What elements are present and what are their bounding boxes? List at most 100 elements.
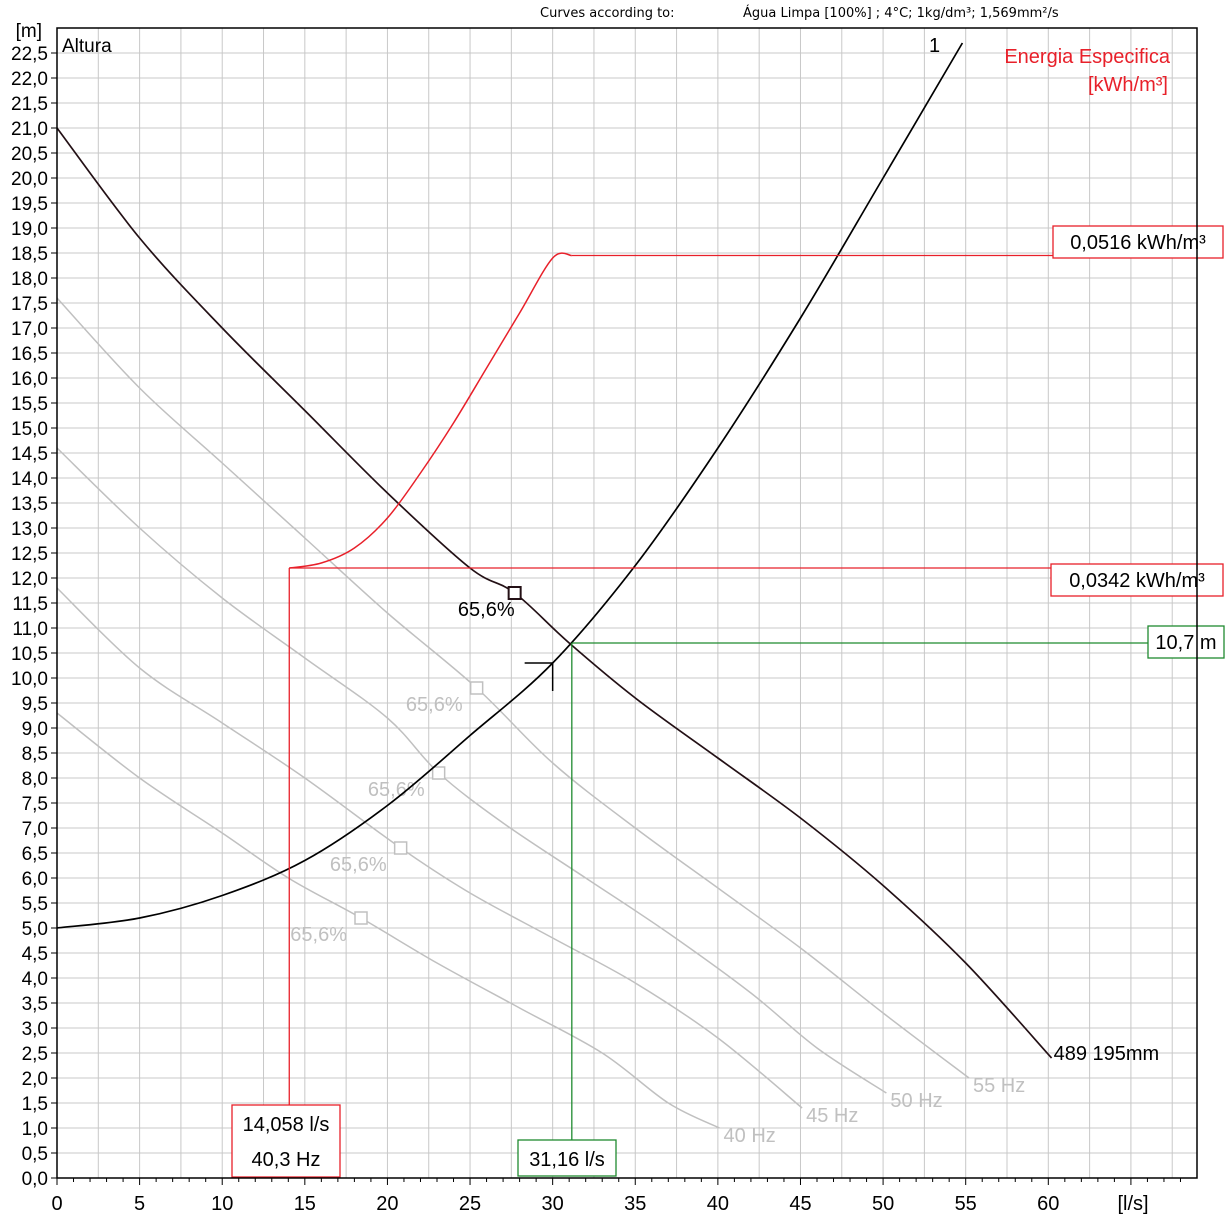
y-tick-label: 21,0 xyxy=(11,119,48,140)
header-fluid-description: Água Limpa [100%] ; 4°C; 1kg/dm³; 1,569m… xyxy=(743,6,1059,21)
pump-curve-line xyxy=(56,127,1053,1059)
y-tick-label: 16,5 xyxy=(11,344,48,365)
speed-curve-line xyxy=(56,587,803,1109)
y-tick-label: 10,0 xyxy=(11,669,48,690)
flow-op-label-box xyxy=(517,1139,617,1177)
y-tick-label: 14,5 xyxy=(11,444,48,465)
speed-curve-label: 50 Hz xyxy=(890,1090,942,1112)
y-tick-label: 21,5 xyxy=(11,94,48,115)
y-tick-label: 15,5 xyxy=(11,394,48,415)
speed-bep-marker xyxy=(469,681,484,695)
y-tick-label: 1,0 xyxy=(22,1119,48,1140)
y-tick-label: 19,5 xyxy=(11,194,48,215)
pump-bep-label: 65,6% xyxy=(458,599,515,621)
speed-bep-label: 65,6% xyxy=(368,779,425,801)
y-tick-label: 7,0 xyxy=(22,819,48,840)
x-tick-label: 25 xyxy=(459,1193,481,1215)
speed-curve-line xyxy=(56,712,720,1129)
y-tick-label: 0,5 xyxy=(22,1144,48,1165)
y-tick-label: 12,0 xyxy=(11,569,48,590)
y-tick-label: 0,0 xyxy=(22,1169,48,1190)
y-tick-label: 6,0 xyxy=(22,869,48,890)
y-tick-label: 14,0 xyxy=(11,469,48,490)
y-tick-label: 22,0 xyxy=(11,69,48,90)
header-curves-label: Curves according to: xyxy=(540,6,675,21)
y-tick-label: 4,5 xyxy=(22,944,48,965)
y-tick-label: 13,5 xyxy=(11,494,48,515)
y-tick-label: 4,0 xyxy=(22,969,48,990)
y-tick-label: 8,0 xyxy=(22,769,48,790)
y-tick-label: 20,5 xyxy=(11,144,48,165)
y-tick-label: 11,5 xyxy=(12,594,48,615)
freq-low-label-text: 40,3 Hz xyxy=(252,1149,321,1171)
y-tick-label: 11,0 xyxy=(12,619,48,640)
speed-bep-label: 65,6% xyxy=(406,694,463,716)
y-tick-label: 7,5 xyxy=(22,794,48,815)
x-tick-label: 0 xyxy=(51,1193,62,1215)
speed-curve-label: 45 Hz xyxy=(806,1105,858,1127)
speed-curve-label: 40 Hz xyxy=(724,1125,776,1147)
x-tick-label: 55 xyxy=(955,1193,977,1215)
y-tick-label: 5,5 xyxy=(22,894,48,915)
axes: 0,0 0,5 1,0 1,5 2,0 2,5 3,0 3,5 4,0 4,5 5,0 5,5 6,0 6… xyxy=(11,21,1198,1215)
y-tick-label: 15,0 xyxy=(11,419,48,440)
y-tick-label: 2,5 xyxy=(22,1044,48,1065)
speed-curve-line xyxy=(56,297,970,1079)
flow-low-label-box xyxy=(231,1104,341,1178)
x-tick-label: 20 xyxy=(376,1193,398,1215)
y-tick-label: 3,5 xyxy=(22,994,48,1015)
head-op-label-text: 10,7 m xyxy=(1155,632,1216,654)
y-tick-label: 17,0 xyxy=(11,319,48,340)
energy-low-label-box xyxy=(1050,563,1224,597)
y-tick-label: 8,5 xyxy=(22,744,48,765)
pump-curve-label: 489 195mm xyxy=(1054,1043,1160,1065)
energy-high-label-text: 0,0516 kWh/m³ xyxy=(1070,232,1206,254)
y-tick-label: 1,5 xyxy=(22,1094,48,1115)
energy-axis-title: Energia Especifica xyxy=(1004,46,1171,68)
head-op-label-box xyxy=(1147,625,1225,659)
y-tick-label: 17,5 xyxy=(11,294,48,315)
system-curve-line xyxy=(56,42,964,929)
system-curve-label: 1 xyxy=(929,35,940,57)
x-tick-label: 45 xyxy=(789,1193,811,1215)
x-tick-label: 50 xyxy=(872,1193,894,1215)
y-tick-label: 19,0 xyxy=(11,219,48,240)
y-tick-label: 9,5 xyxy=(22,694,48,715)
speed-bep-marker xyxy=(431,766,446,780)
speed-bep-label: 65,6% xyxy=(330,854,387,876)
y-tick-label: 6,5 xyxy=(22,844,48,865)
y-tick-label: 12,5 xyxy=(11,544,48,565)
y-tick-label: 2,0 xyxy=(22,1069,48,1090)
y-tick-label: 16,0 xyxy=(11,369,48,390)
x-tick-label: 60 xyxy=(1037,1193,1059,1215)
y-tick-label: 13,0 xyxy=(11,519,48,540)
speed-curve-line xyxy=(56,447,887,1094)
energy-curve-line xyxy=(289,252,572,569)
x-tick-label: 40 xyxy=(707,1193,729,1215)
speed-bep-marker xyxy=(393,841,408,855)
x-tick-label: 10 xyxy=(211,1193,233,1215)
x-axis-label: [l/s] xyxy=(1117,1193,1148,1215)
energy-low-label-text: 0,0342 kWh/m³ xyxy=(1069,570,1205,592)
y-tick-label: 10,5 xyxy=(11,644,48,665)
speed-bep-marker xyxy=(354,911,368,925)
y-tick-label: 18,5 xyxy=(11,244,48,265)
y-tick-label: 3,0 xyxy=(22,1019,48,1040)
grid xyxy=(56,27,1197,1179)
x-tick-label: 15 xyxy=(294,1193,316,1215)
flow-op-label-text: 31,16 l/s xyxy=(529,1149,605,1171)
y-tick-label: 9,0 xyxy=(22,719,48,740)
annotations: 0,0516 kWh/m³ 0,0342 kWh/m³ 10,7 m 31,16 l/… xyxy=(231,225,1225,1178)
y-tick-label: 22,5 xyxy=(11,44,48,65)
y-tick-label: 18,0 xyxy=(11,269,48,290)
speed-bep-label: 65,6% xyxy=(290,924,347,946)
speed-curve-label: 55 Hz xyxy=(973,1075,1025,1097)
y-tick-label: 20,0 xyxy=(11,169,48,190)
flow-low-label-text: 14,058 l/s xyxy=(243,1114,330,1136)
y-axis-label: [m] xyxy=(16,21,42,42)
x-tick-label: 35 xyxy=(624,1193,646,1215)
x-tick-label: 30 xyxy=(542,1193,564,1215)
y-axis-inner-label: Altura xyxy=(62,36,112,57)
energy-axis-unit: [kWh/m³] xyxy=(1088,74,1168,96)
